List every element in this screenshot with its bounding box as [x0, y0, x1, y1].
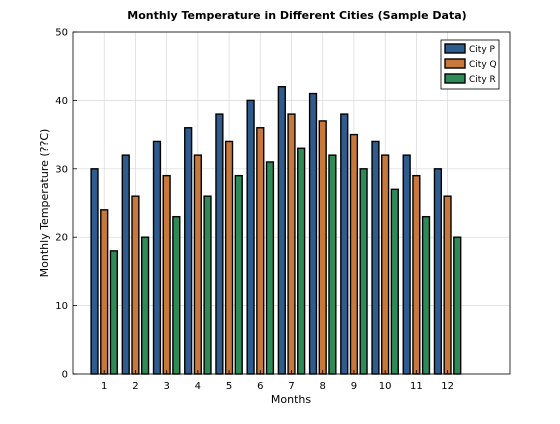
bar-city-r-12 [453, 236, 462, 375]
bar-city-r-6 [265, 161, 275, 375]
bar-city-q-11 [412, 174, 421, 375]
x-tick-label: 3 [163, 381, 169, 392]
bar-city-q-9 [349, 133, 359, 375]
bar-city-p-11 [402, 154, 411, 375]
y-tick-label: 50 [55, 28, 68, 39]
legend-swatch [444, 58, 466, 69]
x-axis-label: Months [271, 393, 311, 406]
bar-city-p-10 [371, 140, 380, 375]
bar-city-q-10 [381, 154, 390, 375]
bar-city-p-9 [340, 113, 349, 375]
x-tick-label: 4 [195, 381, 201, 392]
y-tick-label: 40 [55, 96, 68, 107]
x-tick-label: 1 [101, 381, 107, 392]
bar-city-r-5 [234, 174, 243, 375]
bar-city-q-3 [162, 174, 171, 375]
bar-city-p-4 [184, 127, 193, 375]
x-tick-label: 10 [379, 381, 392, 392]
bar-city-r-10 [390, 188, 399, 375]
bar-city-q-6 [256, 127, 265, 375]
legend: City P City Q City R [440, 39, 500, 90]
bar-city-p-5 [215, 113, 224, 375]
bar-city-p-2 [121, 154, 130, 375]
bar-city-p-8 [308, 92, 318, 375]
x-tick-label: 6 [257, 381, 263, 392]
x-tick-label: 5 [226, 381, 232, 392]
bar-city-r-8 [328, 154, 337, 375]
y-axis-label: Monthly Temperature (??C) [38, 129, 51, 278]
legend-label: City Q [469, 60, 497, 70]
bar-city-q-1 [100, 209, 109, 375]
bar-city-p-3 [152, 140, 162, 375]
legend-swatch [444, 43, 466, 54]
bar-city-r-3 [172, 215, 181, 375]
x-tick-label: 12 [441, 381, 454, 392]
y-tick-label: 30 [55, 164, 68, 175]
bar-city-p-6 [246, 99, 255, 375]
legend-label: City R [469, 75, 496, 85]
y-tick-label: 0 [62, 370, 68, 381]
y-tick-label: 20 [55, 233, 68, 244]
bar-city-q-7 [287, 113, 296, 375]
bar-city-r-11 [421, 215, 431, 375]
bar-city-p-7 [277, 86, 286, 375]
x-tick-label: 9 [351, 381, 357, 392]
y-tick-label: 10 [55, 301, 68, 312]
legend-label: City P [469, 45, 496, 55]
x-tick-label: 8 [320, 381, 326, 392]
legend-swatch [444, 73, 466, 84]
bar-city-q-8 [318, 120, 327, 375]
bar-city-p-1 [90, 168, 99, 375]
bar-city-r-4 [203, 195, 212, 375]
x-tick-label: 2 [132, 381, 138, 392]
bar-city-r-7 [297, 147, 306, 375]
bar-city-r-1 [109, 250, 119, 375]
x-tick-label: 7 [288, 381, 294, 392]
bar-city-r-2 [140, 236, 150, 375]
chart-title: Monthly Temperature in Different Cities … [127, 9, 466, 22]
bar-city-p-12 [433, 168, 443, 375]
bar-city-r-9 [359, 168, 368, 375]
x-tick-label: 11 [410, 381, 423, 392]
bar-city-q-12 [443, 195, 452, 375]
bar-city-q-4 [193, 154, 202, 375]
bar-city-q-2 [131, 195, 140, 375]
bar-city-q-5 [224, 140, 234, 375]
